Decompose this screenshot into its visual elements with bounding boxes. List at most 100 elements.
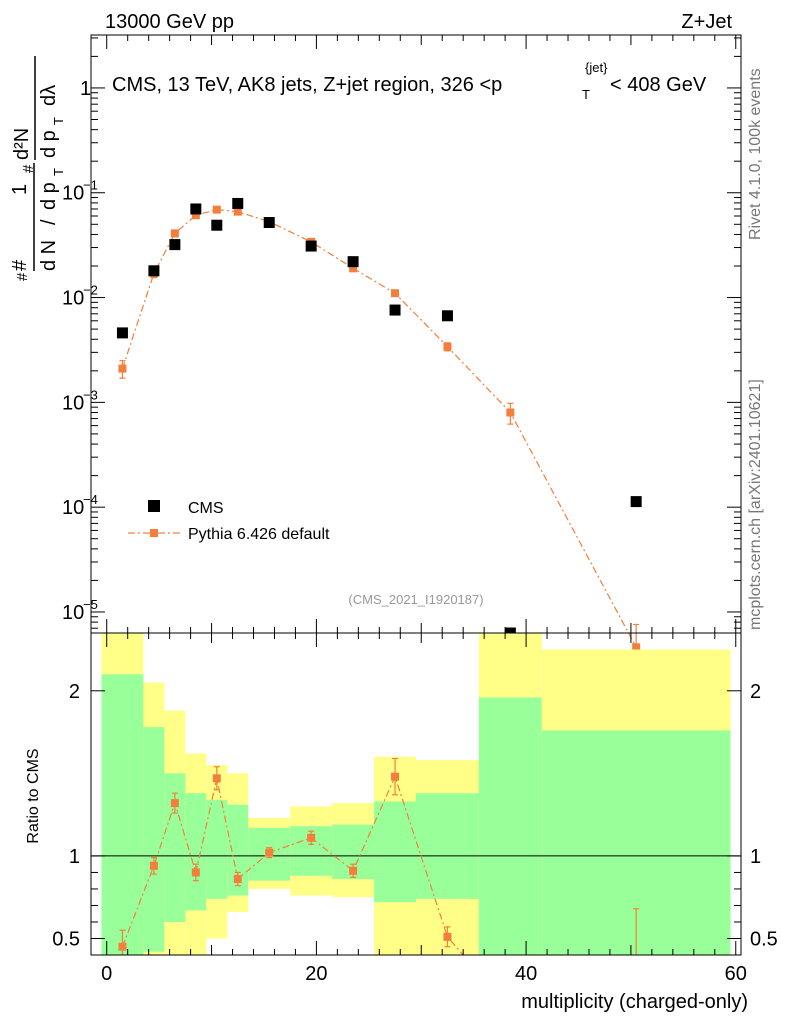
- ratio-point: [632, 958, 640, 966]
- x-tick-label: 40: [515, 963, 537, 985]
- main-y-tick-labels: 10−510−410−310−210−11: [62, 78, 98, 624]
- ratio-y-tick-label-right: 1: [750, 846, 761, 868]
- title-sub: T: [582, 87, 590, 102]
- ylabel-dN: d N: [38, 240, 60, 271]
- x-tick-label: 20: [305, 963, 327, 985]
- ylabel-hash-3: #: [14, 272, 31, 281]
- x-tick-label: 60: [725, 963, 747, 985]
- ratio-y-tick-label-right: 2: [750, 681, 761, 703]
- main-y-tick-exponent: −5: [83, 597, 98, 612]
- ratio-panel: 0.5 0.5 1 1 2 2 0 20 40 60 Ratio to CMS multipli…: [25, 632, 778, 1013]
- title-suffix: < 408 GeV: [610, 74, 707, 96]
- cms-point: [630, 496, 642, 508]
- legend: CMS Pythia 6.426 default: [128, 500, 330, 543]
- ylabel-T-2: T: [51, 117, 66, 125]
- x-axis-label: multiplicity (charged-only): [521, 991, 748, 1013]
- title-sup: {jet}: [585, 60, 608, 75]
- ratio-inner-band: [164, 773, 186, 922]
- mcplots-credit-label: mcplots.cern.ch [arXiv:2401.10621]: [747, 379, 764, 630]
- ylabel-hash-2: #: [20, 164, 37, 173]
- ratio-point: [391, 772, 400, 781]
- cms-point: [148, 265, 160, 277]
- main-y-tick-exponent: −4: [83, 492, 98, 507]
- x-tick-label: 0: [101, 963, 112, 985]
- cms-point: [232, 197, 244, 209]
- ratio-point: [307, 833, 316, 842]
- main-y-tick-label: 10: [62, 288, 84, 310]
- rivet-info-label: Rivet 4.1.0, 100k events: [747, 68, 764, 240]
- ylabel-hash-1: #: [9, 259, 31, 271]
- cms-point: [169, 239, 181, 251]
- mc-point: [506, 408, 515, 417]
- ratio-y-tick-label: 1: [69, 846, 80, 868]
- analysis-watermark: (CMS_2021_I1920187): [348, 592, 483, 607]
- cms-point: [116, 327, 128, 339]
- header-left-label: 13000 GeV pp: [105, 11, 234, 33]
- ratio-plot-frame: [90, 632, 742, 956]
- ratio-y-tick-labels: 0.5 0.5 1 1 2 2: [52, 681, 778, 951]
- main-axis-ticks: [91, 35, 741, 633]
- cms-point: [389, 304, 401, 316]
- ratio-inner-band: [227, 804, 249, 896]
- ratio-point: [233, 875, 242, 884]
- mc-series-points: [118, 205, 641, 686]
- main-panel: 10−510−410−310−210−11 CMS, 13 TeV, AK8 j…: [9, 34, 742, 686]
- mc-point: [443, 342, 452, 351]
- ratio-point: [265, 848, 274, 857]
- mc-point: [349, 264, 358, 273]
- legend-mc-label: Pythia 6.426 default: [188, 526, 330, 543]
- cms-point: [190, 203, 202, 215]
- main-y-tick-label: 10: [62, 183, 84, 205]
- ratio-inner-band: [185, 793, 207, 911]
- mc-point: [391, 289, 400, 298]
- ratio-point: [191, 868, 200, 877]
- ratio-y-tick-label: 2: [69, 681, 80, 703]
- ratio-point: [118, 942, 127, 951]
- ylabel-dpT-2: d p: [38, 130, 60, 158]
- ratio-point: [170, 799, 179, 808]
- ratio-inner-band: [143, 727, 165, 952]
- main-y-tick-label: 10: [62, 392, 84, 414]
- ratio-y-tick-label: 0.5: [52, 928, 80, 950]
- main-y-tick-label: 10: [62, 497, 84, 519]
- ylabel-T-1: T: [51, 168, 66, 176]
- ylabel-one: 1: [9, 184, 31, 195]
- ratio-inner-band: [206, 799, 228, 899]
- cms-point: [305, 240, 317, 252]
- ratio-inner-band: [101, 674, 144, 955]
- cms-point: [347, 256, 359, 268]
- ratio-inner-band: [374, 801, 416, 903]
- ratio-point: [212, 774, 221, 783]
- ratio-inner-band: [416, 793, 479, 899]
- main-y-tick-label: 10: [62, 602, 84, 624]
- mc-point: [170, 229, 179, 238]
- ratio-point: [349, 866, 358, 875]
- main-plot-frame: [90, 34, 742, 634]
- main-y-tick-exponent: −3: [83, 387, 98, 402]
- cms-point: [263, 217, 275, 229]
- cms-series-points: [116, 197, 642, 639]
- mc-curve: [121, 209, 637, 648]
- mc-point: [233, 207, 242, 216]
- ratio-inner-band: [478, 697, 542, 955]
- legend-mc-marker: [150, 529, 158, 537]
- ratio-y-tick-label-right: 0.5: [750, 928, 778, 950]
- main-y-tick-exponent: −2: [83, 283, 98, 298]
- mc-point: [212, 205, 221, 214]
- title-prefix: CMS, 13 TeV, AK8 jets, Z+jet region, 326…: [112, 74, 502, 96]
- ylabel-dlambda: dλ: [38, 85, 60, 106]
- main-y-tick-label: 1: [80, 78, 91, 100]
- ylabel-dpT-1: d p: [38, 182, 60, 210]
- ratio-point: [149, 861, 158, 870]
- ratio-y-axis-label: Ratio to CMS: [25, 748, 42, 843]
- main-y-axis-label: # 1 d N / d p T # d²N d p T dλ #: [9, 56, 66, 281]
- mc-point: [118, 364, 127, 373]
- legend-cms-marker: [148, 500, 160, 512]
- x-tick-labels: 0 20 40 60: [101, 963, 747, 985]
- mc-point: [191, 211, 200, 220]
- ylabel-slash: /: [38, 219, 60, 225]
- chart-title: CMS, 13 TeV, AK8 jets, Z+jet region, 326…: [112, 60, 707, 102]
- legend-cms-label: CMS: [188, 500, 224, 517]
- cms-point: [441, 310, 453, 322]
